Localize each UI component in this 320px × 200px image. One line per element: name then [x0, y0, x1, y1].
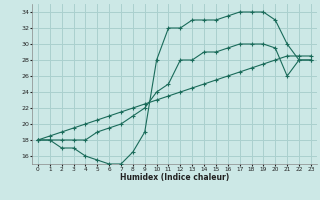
X-axis label: Humidex (Indice chaleur): Humidex (Indice chaleur): [120, 173, 229, 182]
